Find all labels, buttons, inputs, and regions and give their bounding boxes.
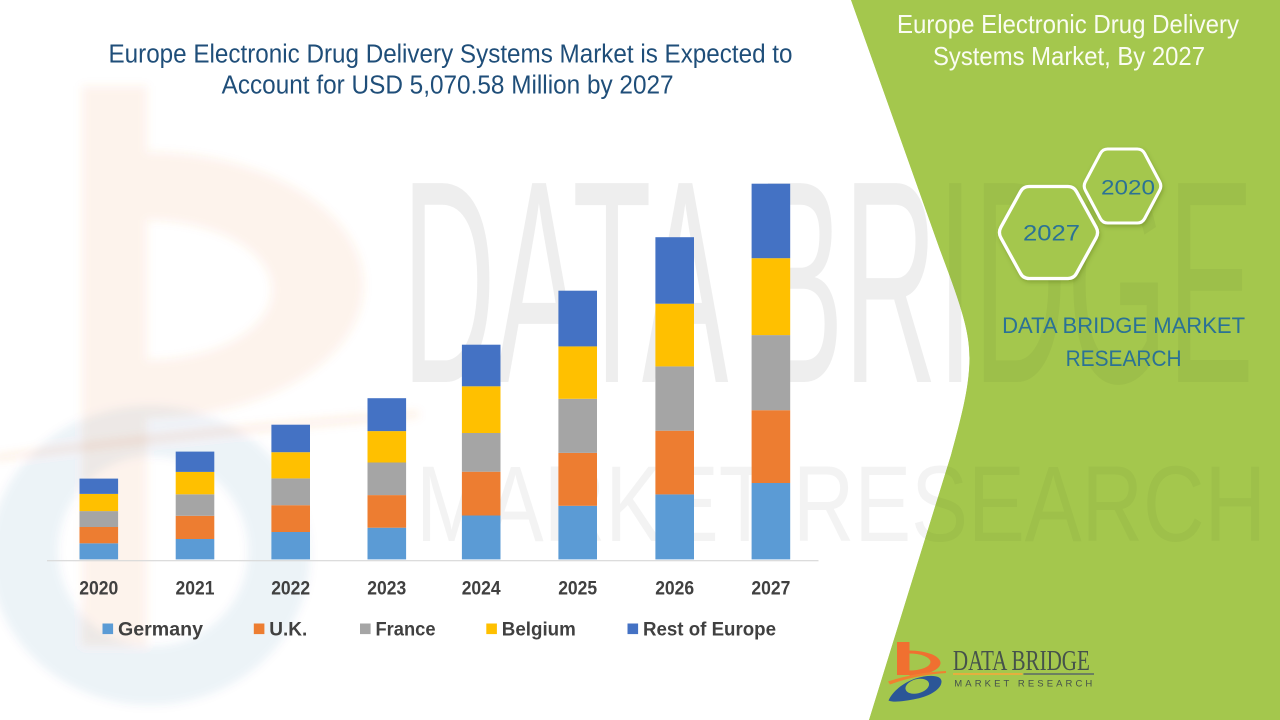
svg-text:2024: 2024 [462,579,501,600]
svg-text:2020: 2020 [79,579,118,600]
svg-text:Belgium: Belgium [502,620,576,641]
svg-text:2025: 2025 [558,579,597,600]
svg-text:Germany: Germany [118,620,203,641]
svg-text:U.K.: U.K. [269,620,307,641]
svg-text:2020: 2020 [1101,177,1155,200]
svg-text:2027: 2027 [751,579,790,600]
svg-text:Europe Electronic Drug Deliver: Europe Electronic Drug Delivery Systems … [109,41,793,69]
svg-text:MARKET RESEARCH: MARKET RESEARCH [954,679,1092,690]
svg-text:2027: 2027 [1023,221,1080,246]
svg-text:2023: 2023 [367,579,406,600]
svg-text:Systems Market, By 2027: Systems Market, By 2027 [933,41,1205,71]
svg-text:DATA BRIDGE MARKET: DATA BRIDGE MARKET [1002,313,1245,338]
svg-text:2021: 2021 [176,579,215,600]
svg-text:RESEARCH: RESEARCH [1066,346,1182,371]
svg-text:France: France [376,620,436,641]
svg-text:2026: 2026 [655,579,694,600]
svg-text:DATA BRIDGE: DATA BRIDGE [953,646,1090,677]
svg-text:Account for USD 5,070.58 Milli: Account for USD 5,070.58 Million by 2027 [222,72,674,100]
svg-text:Europe Electronic Drug Deliver: Europe Electronic Drug Delivery [897,9,1239,39]
svg-text:Rest of Europe: Rest of Europe [643,620,776,641]
svg-text:2022: 2022 [271,579,310,600]
